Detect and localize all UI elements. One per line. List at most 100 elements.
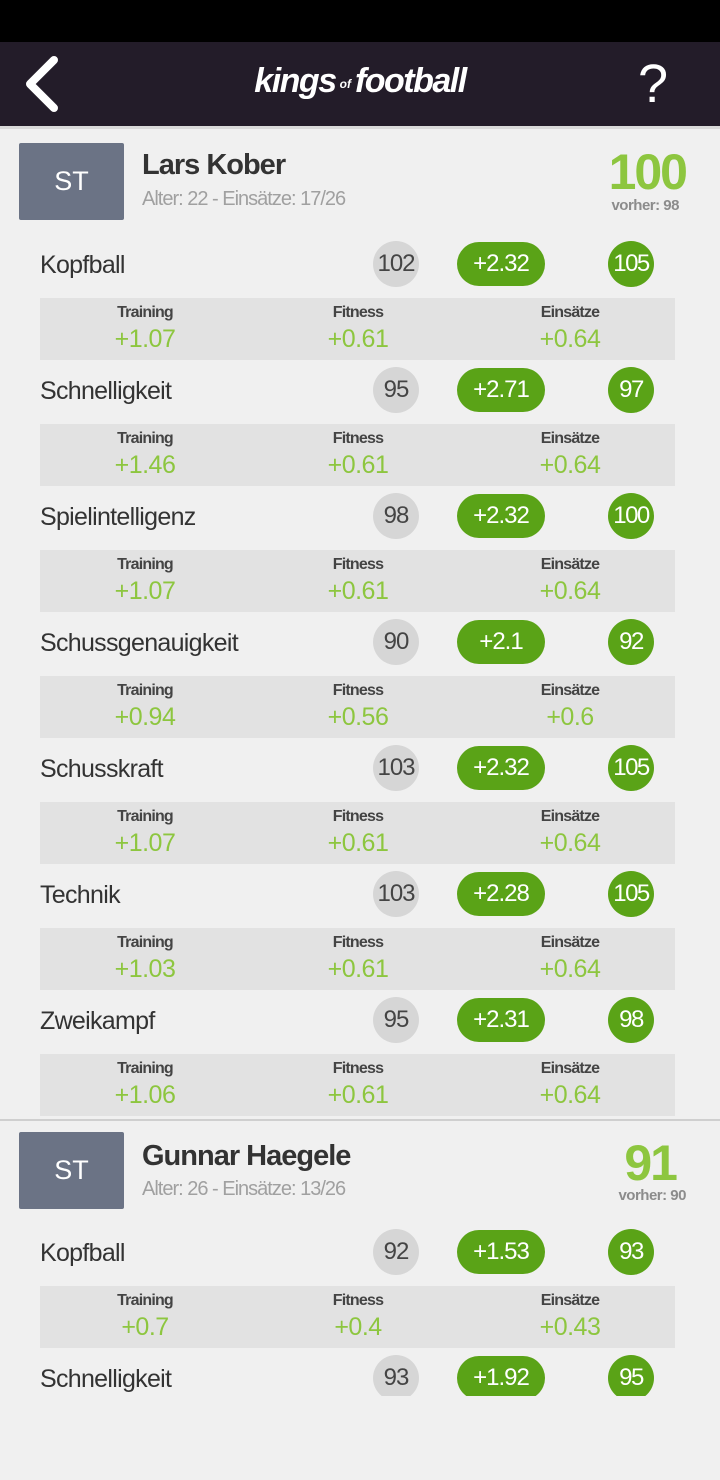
fitness-value: +0.61 bbox=[327, 1081, 389, 1109]
app-logo: kings of football bbox=[0, 62, 720, 101]
training-value: +1.03 bbox=[114, 955, 176, 983]
back-button[interactable] bbox=[20, 54, 72, 114]
gain-value: +1.53 bbox=[457, 1230, 545, 1274]
fitness-label: Fitness bbox=[332, 808, 384, 825]
gain-breakdown: Training +1.46 Fitness +0.61 Einsätze +0.64 bbox=[40, 424, 675, 486]
old-value: 95 bbox=[373, 997, 419, 1043]
new-value: 92 bbox=[608, 619, 654, 665]
old-value: 103 bbox=[373, 871, 419, 917]
fitness-label: Fitness bbox=[332, 556, 384, 573]
training-value: +1.07 bbox=[114, 829, 176, 857]
fitness-value: +0.61 bbox=[327, 955, 389, 983]
attribute-row: Zweikampf 95 +2.31 98 Training +1.06 Fitn… bbox=[0, 993, 720, 1119]
einsaetze-label: Einsätze bbox=[540, 1060, 600, 1077]
chevron-left-icon bbox=[26, 56, 58, 112]
training-label: Training bbox=[117, 430, 174, 447]
fitness-label: Fitness bbox=[332, 1060, 384, 1077]
overall-rating: 100 bbox=[608, 144, 688, 200]
training-label: Training bbox=[117, 1060, 174, 1077]
training-label: Training bbox=[117, 682, 174, 699]
old-value: 93 bbox=[373, 1355, 419, 1396]
attribute-name: Kopfball bbox=[40, 251, 125, 279]
old-value: 90 bbox=[373, 619, 419, 665]
player-name: Lars Kober bbox=[142, 149, 286, 181]
einsaetze-label: Einsätze bbox=[540, 934, 600, 951]
einsaetze-value: +0.64 bbox=[539, 829, 601, 857]
gain-value: +2.32 bbox=[457, 746, 545, 790]
einsaetze-label: Einsätze bbox=[540, 1292, 600, 1309]
einsaetze-label: Einsätze bbox=[540, 304, 600, 321]
fitness-value: +0.61 bbox=[327, 829, 389, 857]
new-value: 105 bbox=[608, 745, 654, 791]
fitness-label: Fitness bbox=[332, 1292, 384, 1309]
gain-breakdown: Training +1.06 Fitness +0.61 Einsätze +0.64 bbox=[40, 1054, 675, 1116]
training-label: Training bbox=[117, 304, 174, 321]
training-label: Training bbox=[117, 1292, 174, 1309]
player-meta: Alter: 22 - Einsätze: 17/26 bbox=[142, 188, 346, 210]
attribute-name: Schusskraft bbox=[40, 755, 164, 783]
gain-breakdown: Training +1.07 Fitness +0.61 Einsätze +0.64 bbox=[40, 802, 675, 864]
new-value: 95 bbox=[608, 1355, 654, 1396]
bottom-area bbox=[0, 1396, 720, 1480]
fitness-value: +0.61 bbox=[327, 577, 389, 605]
einsaetze-label: Einsätze bbox=[540, 682, 600, 699]
gain-breakdown: Training +1.07 Fitness +0.61 Einsätze +0.64 bbox=[40, 550, 675, 612]
old-value: 98 bbox=[373, 493, 419, 539]
training-value: +1.06 bbox=[114, 1081, 176, 1109]
position-badge: ST bbox=[19, 143, 124, 220]
einsaetze-value: +0.6 bbox=[546, 703, 594, 731]
attribute-row: Kopfball 92 +1.53 93 Training +0.7 Fitnes… bbox=[0, 1225, 720, 1351]
attribute-row: Schnelligkeit 95 +2.71 97 Training +1.46 … bbox=[0, 363, 720, 489]
einsaetze-value: +0.64 bbox=[539, 577, 601, 605]
gain-breakdown: Training +0.7 Fitness +0.4 Einsätze +0.43 bbox=[40, 1286, 675, 1348]
einsaetze-value: +0.43 bbox=[539, 1313, 601, 1341]
gain-value: +2.32 bbox=[457, 242, 545, 286]
gain-breakdown: Training +1.03 Fitness +0.61 Einsätze +0.64 bbox=[40, 928, 675, 990]
training-label: Training bbox=[117, 556, 174, 573]
new-value: 97 bbox=[608, 367, 654, 413]
einsaetze-value: +0.64 bbox=[539, 451, 601, 479]
player-name: Gunnar Haegele bbox=[142, 1140, 351, 1172]
fitness-value: +0.61 bbox=[327, 325, 389, 353]
attribute-row: Schusskraft 103 +2.32 105 Training +1.07 … bbox=[0, 741, 720, 867]
gain-value: +2.71 bbox=[457, 368, 545, 412]
help-button[interactable]: ? bbox=[637, 54, 668, 114]
training-value: +0.7 bbox=[121, 1313, 169, 1341]
old-value: 103 bbox=[373, 745, 419, 791]
training-label: Training bbox=[117, 934, 174, 951]
overall-rating: 91 bbox=[624, 1135, 678, 1191]
new-value: 93 bbox=[608, 1229, 654, 1275]
gain-breakdown: Training +0.94 Fitness +0.56 Einsätze +0.6 bbox=[40, 676, 675, 738]
fitness-value: +0.56 bbox=[327, 703, 389, 731]
attribute-row: Schussgenauigkeit 90 +2.1 92 Training +0.… bbox=[0, 615, 720, 741]
einsaetze-label: Einsätze bbox=[540, 808, 600, 825]
old-value: 92 bbox=[373, 1229, 419, 1275]
new-value: 105 bbox=[608, 241, 654, 287]
einsaetze-value: +0.64 bbox=[539, 955, 601, 983]
app-header: kings of football ? bbox=[0, 42, 720, 126]
training-value: +1.07 bbox=[114, 577, 176, 605]
attribute-name: Technik bbox=[40, 881, 121, 909]
player-list[interactable]: ST Lars Kober Alter: 22 - Einsätze: 17/2… bbox=[0, 126, 720, 1396]
gain-breakdown: Training +1.07 Fitness +0.61 Einsätze +0.64 bbox=[40, 298, 675, 360]
training-value: +1.46 bbox=[114, 451, 176, 479]
position-badge: ST bbox=[19, 1132, 124, 1209]
old-value: 102 bbox=[373, 241, 419, 287]
attribute-row: Kopfball 102 +2.32 105 Training +1.07 Fit… bbox=[0, 237, 720, 363]
attribute-row: Technik 103 +2.28 105 Training +1.03 Fitn… bbox=[0, 867, 720, 993]
training-label: Training bbox=[117, 808, 174, 825]
attribute-name: Schnelligkeit bbox=[40, 1365, 172, 1393]
einsaetze-label: Einsätze bbox=[540, 430, 600, 447]
attribute-row: Spielintelligenz 98 +2.32 100 Training +1… bbox=[0, 489, 720, 615]
new-value: 98 bbox=[608, 997, 654, 1043]
fitness-value: +0.61 bbox=[327, 451, 389, 479]
einsaetze-value: +0.64 bbox=[539, 325, 601, 353]
player-card: ST Lars Kober Alter: 22 - Einsätze: 17/2… bbox=[0, 126, 720, 1119]
attribute-list: Kopfball 102 +2.32 105 Training +1.07 Fit… bbox=[0, 237, 720, 1119]
gain-value: +2.31 bbox=[457, 998, 545, 1042]
status-bar bbox=[0, 0, 720, 42]
fitness-label: Fitness bbox=[332, 934, 384, 951]
gain-value: +1.92 bbox=[457, 1356, 545, 1396]
gain-value: +2.32 bbox=[457, 494, 545, 538]
training-value: +1.07 bbox=[114, 325, 176, 353]
